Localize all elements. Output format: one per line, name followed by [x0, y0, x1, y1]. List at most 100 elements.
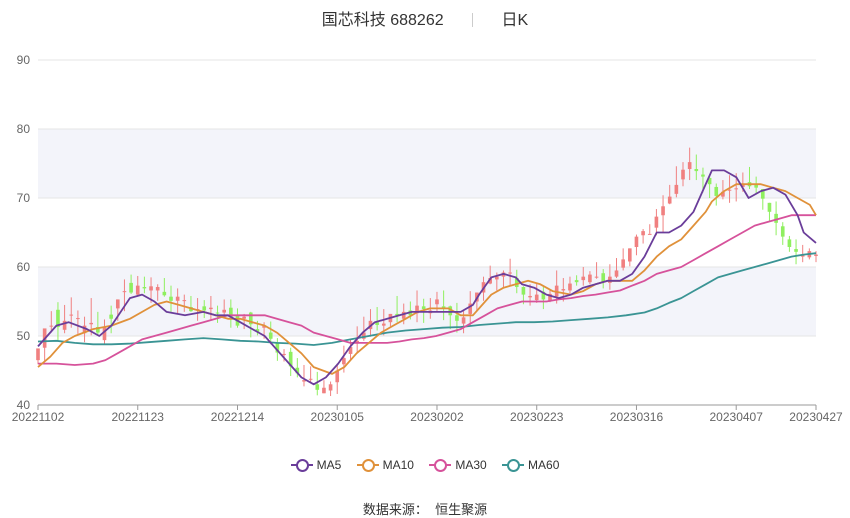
legend-swatch-ma5 [290, 459, 313, 472]
candle-body [142, 287, 147, 289]
candle-body [62, 320, 67, 330]
candle-body [381, 323, 386, 326]
x-tick-label: 20221123 [111, 410, 164, 424]
candle-body [222, 309, 227, 313]
candle-body [455, 315, 459, 321]
candle-body [488, 278, 492, 284]
legend-label-ma30: MA30 [455, 458, 487, 472]
candle-body [275, 342, 280, 353]
candle-body [574, 280, 579, 283]
period-label: 日K [501, 12, 529, 29]
y-tick-label: 60 [17, 260, 31, 274]
candle-body [328, 384, 333, 391]
candle-body [49, 325, 54, 327]
candle-body [242, 316, 246, 319]
candle-body [614, 270, 619, 277]
candle-body [362, 332, 366, 339]
legend-item-ma5[interactable]: MA5 [290, 458, 341, 472]
candle-body [109, 314, 113, 319]
candle-body [375, 322, 379, 325]
moving-average-lines [37, 169, 817, 386]
candle-body [169, 296, 173, 301]
candle-body [175, 296, 180, 301]
candle-body [202, 306, 207, 311]
candle-body [594, 276, 599, 278]
x-tick-label: 20230105 [311, 410, 365, 424]
candle-body [714, 186, 719, 196]
candle-body [641, 231, 645, 236]
candle-body [621, 259, 625, 268]
candle-body [129, 282, 133, 293]
candle-body [588, 274, 592, 283]
stock-name: 国芯科技 [321, 12, 386, 29]
legend-item-ma30[interactable]: MA30 [429, 458, 487, 472]
ma30-line [38, 214, 816, 366]
candle-body [548, 293, 552, 301]
candle-body [122, 291, 127, 293]
title-separator [472, 13, 474, 27]
candle-body [69, 314, 74, 316]
candle-body [76, 318, 80, 320]
candle-body [601, 273, 606, 282]
x-tick-label: 20221102 [12, 410, 65, 424]
legend-item-ma60[interactable]: MA60 [502, 458, 559, 472]
candle-body [767, 202, 772, 212]
ma60-line [37, 252, 817, 346]
candle-body [780, 226, 785, 237]
candle-body [215, 312, 220, 314]
candle-body [681, 169, 685, 180]
candle-body [209, 307, 213, 310]
candle-body [315, 384, 320, 390]
candle-body [521, 287, 526, 295]
candle-body [514, 278, 519, 288]
candle-body [56, 309, 60, 328]
legend-swatch-ma10 [356, 459, 379, 472]
candle-body [701, 174, 705, 177]
y-tick-label: 70 [17, 191, 31, 205]
candle-body [82, 325, 87, 334]
y-tick-label: 50 [17, 329, 31, 343]
chart-title: 国芯科技 688262 日K [0, 6, 850, 30]
x-axis: 20221102 20221123 20221214 20230105 20230202… [12, 404, 843, 424]
y-tick-label: 90 [17, 53, 31, 67]
candle-body [182, 300, 187, 302]
candle-body [302, 380, 306, 382]
x-tick-label: 20230316 [610, 410, 664, 424]
candle-body [627, 248, 632, 262]
legend-swatch-ma30 [429, 459, 452, 472]
x-tick-label: 20221214 [211, 410, 265, 424]
candle-body [800, 255, 805, 257]
candle-body [255, 329, 260, 332]
candle-body [741, 183, 745, 187]
candle-body [248, 312, 253, 325]
candle-body [342, 358, 346, 365]
candle-body [794, 249, 798, 252]
x-tick-label: 20230407 [710, 410, 764, 424]
legend-item-ma10[interactable]: MA10 [356, 458, 414, 472]
candle-body [528, 295, 532, 298]
candle-body [561, 289, 566, 291]
legend-label-ma60: MA60 [528, 458, 560, 472]
candle-body [229, 307, 233, 318]
candle-body [687, 162, 692, 170]
candle-body [36, 348, 40, 361]
ma10-line [37, 183, 817, 375]
candle-body [115, 299, 120, 309]
candle-body [162, 291, 167, 296]
candle-body [674, 184, 679, 194]
candle-body [634, 236, 639, 247]
legend: MA5 MA10 MA30 MA60 [0, 458, 850, 472]
y-tick-label: 40 [17, 398, 31, 412]
candle-body [149, 286, 153, 291]
x-tick-label: 20230202 [410, 410, 464, 424]
candle-body [654, 216, 659, 228]
candle-body [448, 306, 453, 316]
candle-body [262, 325, 266, 328]
candle-body [288, 351, 293, 367]
candle-body [322, 387, 326, 394]
candle-body [401, 311, 406, 319]
candle-body [508, 272, 512, 274]
background-bands [38, 129, 816, 336]
candle-body [608, 276, 612, 283]
